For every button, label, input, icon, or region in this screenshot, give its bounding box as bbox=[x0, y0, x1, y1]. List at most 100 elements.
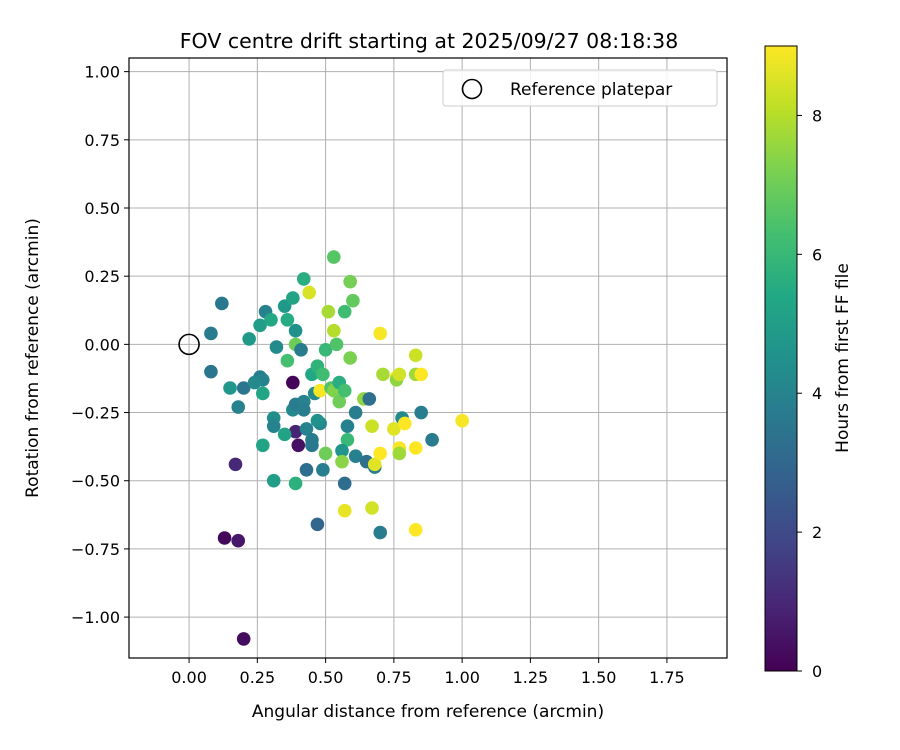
y-tick-label: 1.00 bbox=[84, 63, 120, 82]
data-point bbox=[425, 433, 439, 447]
colorbar-tick-label: 2 bbox=[812, 523, 822, 542]
legend-entry-reference: Reference platepar bbox=[510, 80, 672, 100]
data-point bbox=[408, 348, 423, 363]
colorbar: 0 2 4 6 8 Hours from first FF file bbox=[764, 45, 853, 681]
data-point bbox=[340, 433, 355, 447]
data-point bbox=[269, 340, 284, 354]
data-point bbox=[299, 422, 314, 436]
data-point bbox=[337, 383, 352, 398]
data-point bbox=[310, 517, 325, 532]
data-point bbox=[373, 446, 388, 461]
y-tick-label: −0.75 bbox=[71, 540, 120, 559]
data-point bbox=[346, 293, 360, 308]
data-point bbox=[215, 296, 229, 311]
y-axis-label: Rotation from reference (arcmin) bbox=[23, 218, 43, 498]
y-tick-label: 0.50 bbox=[84, 199, 120, 218]
data-point bbox=[277, 427, 292, 442]
data-point bbox=[310, 413, 325, 428]
data-point bbox=[223, 381, 237, 395]
data-point bbox=[340, 419, 355, 433]
x-tick-label: 0.00 bbox=[171, 668, 207, 687]
data-point bbox=[455, 413, 469, 428]
data-point bbox=[299, 463, 314, 477]
data-point bbox=[373, 326, 388, 341]
data-point bbox=[348, 449, 363, 463]
x-axis-ticks: 0.00 0.25 0.50 0.75 1.00 1.25 1.50 1.75 bbox=[171, 658, 685, 687]
data-point bbox=[231, 400, 246, 414]
data-point bbox=[204, 326, 218, 341]
data-point bbox=[326, 323, 341, 338]
data-point bbox=[318, 343, 333, 357]
data-point bbox=[335, 443, 349, 458]
data-point bbox=[266, 473, 281, 488]
data-point bbox=[362, 392, 377, 406]
y-tick-label: 0.00 bbox=[84, 335, 120, 354]
data-point bbox=[332, 394, 347, 409]
data-point bbox=[286, 291, 300, 305]
colorbar-tick-label: 4 bbox=[812, 384, 822, 403]
data-point bbox=[348, 405, 363, 420]
data-point bbox=[288, 323, 303, 338]
data-point bbox=[242, 332, 256, 346]
data-point bbox=[343, 351, 357, 365]
legend: Reference platepar bbox=[442, 69, 718, 107]
data-point bbox=[365, 419, 379, 433]
data-point bbox=[204, 364, 218, 379]
data-point bbox=[217, 531, 232, 545]
data-point bbox=[373, 525, 388, 540]
data-point bbox=[316, 463, 330, 477]
data-point bbox=[286, 375, 300, 390]
data-point bbox=[392, 367, 407, 382]
legend-box bbox=[442, 69, 718, 107]
y-tick-label: 0.25 bbox=[84, 267, 120, 286]
data-point bbox=[414, 405, 428, 420]
data-points bbox=[204, 250, 469, 646]
data-point bbox=[318, 446, 333, 461]
data-point bbox=[305, 438, 319, 453]
x-tick-label: 1.25 bbox=[513, 668, 549, 687]
data-point bbox=[326, 250, 341, 264]
legend-marker-icon bbox=[461, 78, 483, 100]
data-point bbox=[288, 424, 303, 439]
data-point bbox=[247, 375, 262, 390]
data-point bbox=[414, 367, 428, 382]
data-point bbox=[337, 476, 352, 491]
data-point bbox=[337, 304, 352, 319]
plot-frame bbox=[128, 57, 728, 659]
x-tick-label: 0.25 bbox=[240, 668, 276, 687]
x-axis-label: Angular distance from reference (arcmin) bbox=[252, 702, 604, 722]
x-tick-label: 0.75 bbox=[376, 668, 412, 687]
data-point bbox=[255, 438, 270, 453]
data-point bbox=[264, 313, 278, 327]
x-tick-label: 0.50 bbox=[308, 668, 344, 687]
data-point bbox=[321, 304, 336, 319]
data-point bbox=[296, 403, 311, 417]
data-point bbox=[236, 632, 251, 646]
colorbar-tick-label: 0 bbox=[812, 662, 822, 681]
y-tick-label: −1.00 bbox=[71, 608, 120, 627]
data-point bbox=[228, 457, 243, 472]
x-tick-label: 1.00 bbox=[444, 668, 480, 687]
y-tick-label: 0.75 bbox=[84, 131, 120, 150]
data-point bbox=[376, 367, 390, 382]
y-axis-ticks: −1.00 −0.75 −0.50 −0.25 0.00 0.25 0.50 0.75 1.00 bbox=[71, 63, 129, 627]
data-point bbox=[343, 274, 357, 289]
data-point bbox=[316, 367, 330, 382]
colorbar-tick-label: 6 bbox=[812, 245, 822, 264]
data-point bbox=[337, 503, 352, 518]
data-point bbox=[294, 343, 308, 357]
data-point bbox=[253, 318, 267, 333]
data-point bbox=[408, 523, 423, 537]
chart-title: FOV centre drift starting at 2025/09/27 … bbox=[180, 29, 679, 53]
x-tick-label: 1.50 bbox=[581, 668, 617, 687]
data-point bbox=[231, 533, 246, 548]
data-point bbox=[387, 422, 401, 436]
data-point bbox=[392, 446, 407, 461]
data-point bbox=[280, 353, 295, 368]
data-point bbox=[296, 272, 311, 286]
data-point bbox=[236, 381, 251, 395]
data-point bbox=[397, 416, 412, 431]
data-point bbox=[291, 438, 306, 453]
grid bbox=[129, 58, 727, 658]
data-point bbox=[302, 285, 317, 300]
